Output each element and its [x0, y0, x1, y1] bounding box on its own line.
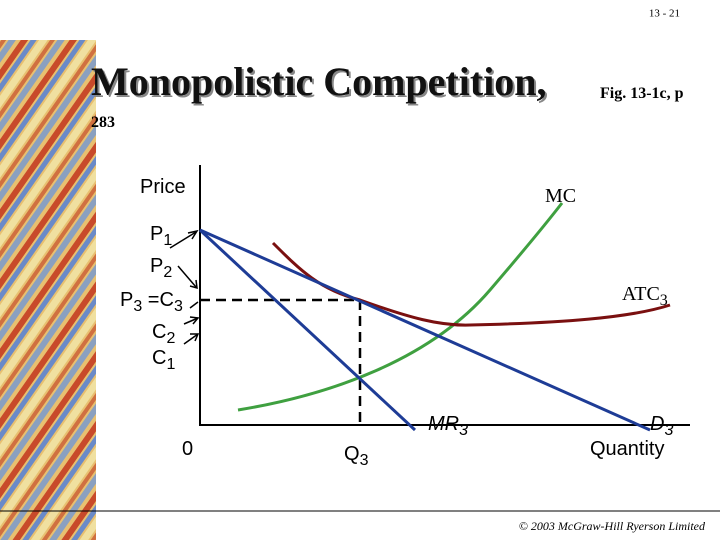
label-text: C — [152, 321, 166, 343]
label-text: MR — [428, 413, 459, 435]
price-label: P3 =C3 — [120, 289, 183, 315]
label-text: C — [152, 347, 166, 369]
label-text: Q — [344, 443, 360, 465]
label-text: MC — [545, 185, 576, 207]
quantity-label: Q3 — [344, 443, 369, 469]
origin-label: 0 — [182, 438, 193, 460]
atc-label: ATC3 — [622, 283, 668, 309]
mr-curve — [198, 228, 417, 432]
slide-number: 13 - 21 — [649, 8, 680, 20]
price-label: C2 — [152, 321, 175, 347]
label-text: P — [150, 255, 163, 277]
subscript: 3 — [133, 298, 142, 315]
price-label: P2 — [150, 255, 172, 281]
decorative-strip — [0, 40, 96, 540]
subscript: 1 — [166, 356, 175, 373]
label-text: P — [150, 223, 163, 245]
y-axis-label: Price — [140, 176, 186, 198]
title: Monopolistic Competition, — [91, 59, 547, 104]
label-text: P — [120, 289, 133, 311]
subscript: 3 — [660, 292, 668, 309]
demand-label: D3 — [650, 413, 673, 439]
mr-label: MR3 — [428, 413, 468, 439]
title-shadow: Monopolistic Competition, — [93, 61, 549, 106]
strip-edge — [96, 40, 100, 540]
footer: © 2003 McGraw-Hill Ryerson Limited — [519, 519, 706, 533]
label-arrows — [169, 229, 200, 345]
subscript: 1 — [163, 232, 172, 249]
subscript: 3 — [174, 298, 183, 315]
demand-curve — [199, 228, 651, 432]
mc-label: MC — [545, 185, 576, 207]
label-text: D — [650, 413, 664, 435]
subscript: 2 — [163, 264, 172, 281]
labels: Price Quantity 0 P1 P2 P3 =C3 C2 C1 Q3 M… — [120, 176, 673, 469]
price-label: C1 — [152, 347, 175, 373]
x-axis-label: Quantity — [590, 438, 664, 460]
figure-ref: Fig. 13-1c, p — [600, 85, 684, 102]
subscript: 3 — [664, 422, 673, 439]
mc-curve — [237, 202, 564, 412]
price-label: P1 — [150, 223, 172, 249]
label-text: ATC — [622, 283, 660, 305]
page-ref: 283 — [91, 114, 115, 131]
label-text: =C — [142, 289, 174, 311]
atc-curve — [271, 241, 671, 327]
subscript: 3 — [459, 422, 468, 439]
subscript: 2 — [166, 330, 175, 347]
subscript: 3 — [360, 452, 369, 469]
